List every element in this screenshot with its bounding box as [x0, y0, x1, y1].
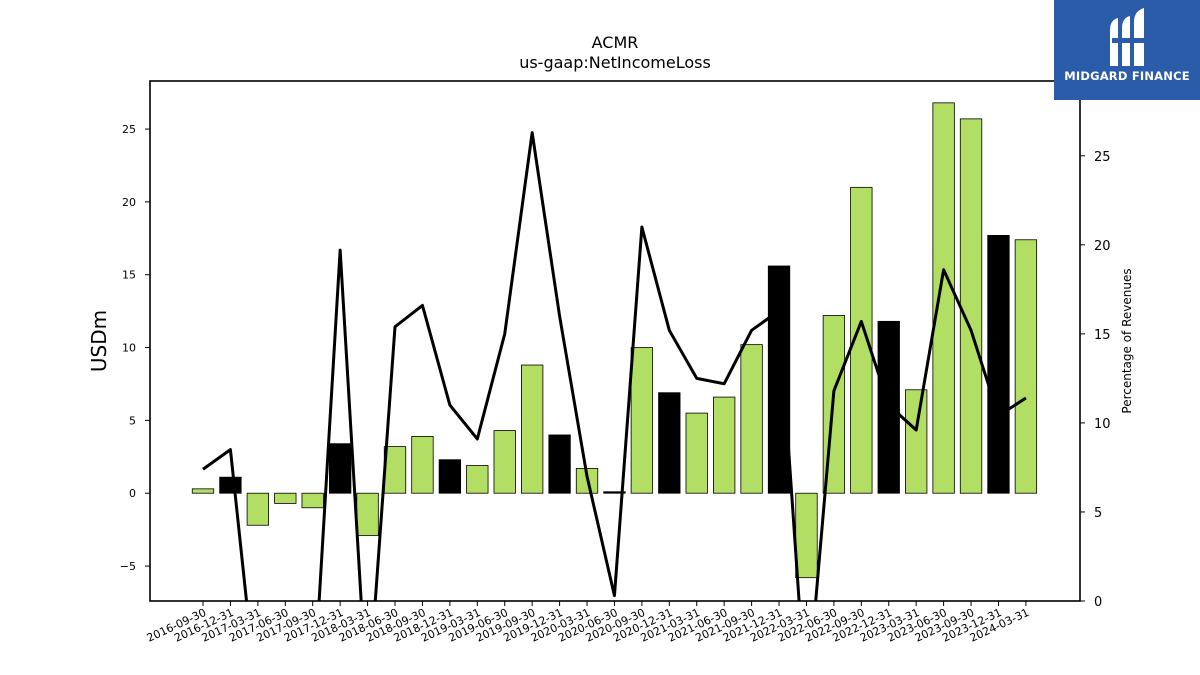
bar-2019-09-30 — [521, 364, 544, 494]
bar-2023-09-30 — [959, 118, 983, 494]
y2-axis-ticks: 0 5 10 15 20 25 — [1080, 150, 1111, 610]
bar-2017-12-31 — [328, 443, 352, 494]
bar-2017-06-30 — [274, 492, 297, 504]
percentage-line — [202, 131, 1027, 601]
y2-tick-label: 10 — [1094, 417, 1111, 432]
bar-2022-12-31 — [877, 320, 900, 494]
bar-2023-03-31 — [905, 389, 928, 494]
y-axis-label: USDm — [87, 310, 111, 372]
bar-2017-09-30 — [301, 492, 324, 509]
bar-2016-09-30 — [191, 488, 215, 494]
y-tick-label: 20 — [122, 196, 136, 209]
bar-2024-03-31 — [1014, 239, 1038, 494]
bar-2020-06-30 — [603, 491, 626, 494]
chart-subtitle: us-gaap:NetIncomeLoss — [519, 53, 711, 72]
y-tick-label: 5 — [129, 414, 136, 427]
bar-2023-06-30 — [932, 102, 955, 494]
logo-text: MIDGARD FINANCE — [1064, 69, 1190, 83]
bar-2020-09-30 — [630, 347, 654, 494]
bar-2021-03-31 — [685, 412, 708, 494]
bar-2022-09-30 — [850, 186, 873, 494]
bar-2022-03-31 — [795, 492, 818, 579]
y-tick-label: 0 — [129, 487, 136, 500]
midgard-logo-icon — [1110, 8, 1144, 66]
y-tick-label: −5 — [120, 560, 136, 573]
y2-tick-label: 25 — [1094, 150, 1111, 165]
bar-2023-12-31 — [987, 234, 1010, 494]
bar-2019-03-31 — [466, 465, 489, 494]
bar-2018-12-31 — [438, 459, 462, 494]
bar-2021-12-31 — [767, 265, 791, 494]
bar-2020-12-31 — [658, 392, 681, 494]
line-group — [202, 131, 1027, 601]
plot-frame — [149, 80, 1081, 602]
x-axis-ticks: 2016-09-302016-12-312017-03-312017-06-30… — [145, 601, 1031, 645]
bar-2021-09-30 — [740, 344, 763, 494]
bar-2016-12-31 — [219, 476, 242, 494]
y-axis-ticks: −5 0 5 10 15 20 25 — [120, 123, 150, 573]
bar-2018-03-31 — [356, 492, 379, 536]
y2-tick-label: 5 — [1094, 506, 1102, 521]
y2-axis-label: Percentage of Revenues — [1120, 268, 1134, 413]
y2-tick-label: 20 — [1094, 239, 1111, 254]
y-tick-label: 15 — [122, 269, 136, 282]
bar-2019-06-30 — [493, 430, 516, 494]
midgard-finance-logo: MIDGARD FINANCE — [1054, 0, 1200, 100]
chart-title: ACMR — [592, 33, 639, 52]
y-tick-label: 25 — [122, 123, 136, 136]
y2-tick-label: 0 — [1094, 595, 1102, 610]
bar-2019-12-31 — [548, 434, 571, 494]
bar-2018-06-30 — [383, 446, 407, 494]
bar-2017-03-31 — [246, 492, 270, 526]
bars-group — [191, 102, 1038, 579]
y-tick-label: 10 — [122, 342, 136, 355]
y2-tick-label: 15 — [1094, 328, 1111, 343]
bar-2018-09-30 — [411, 436, 434, 494]
bar-2021-06-30 — [713, 396, 736, 494]
